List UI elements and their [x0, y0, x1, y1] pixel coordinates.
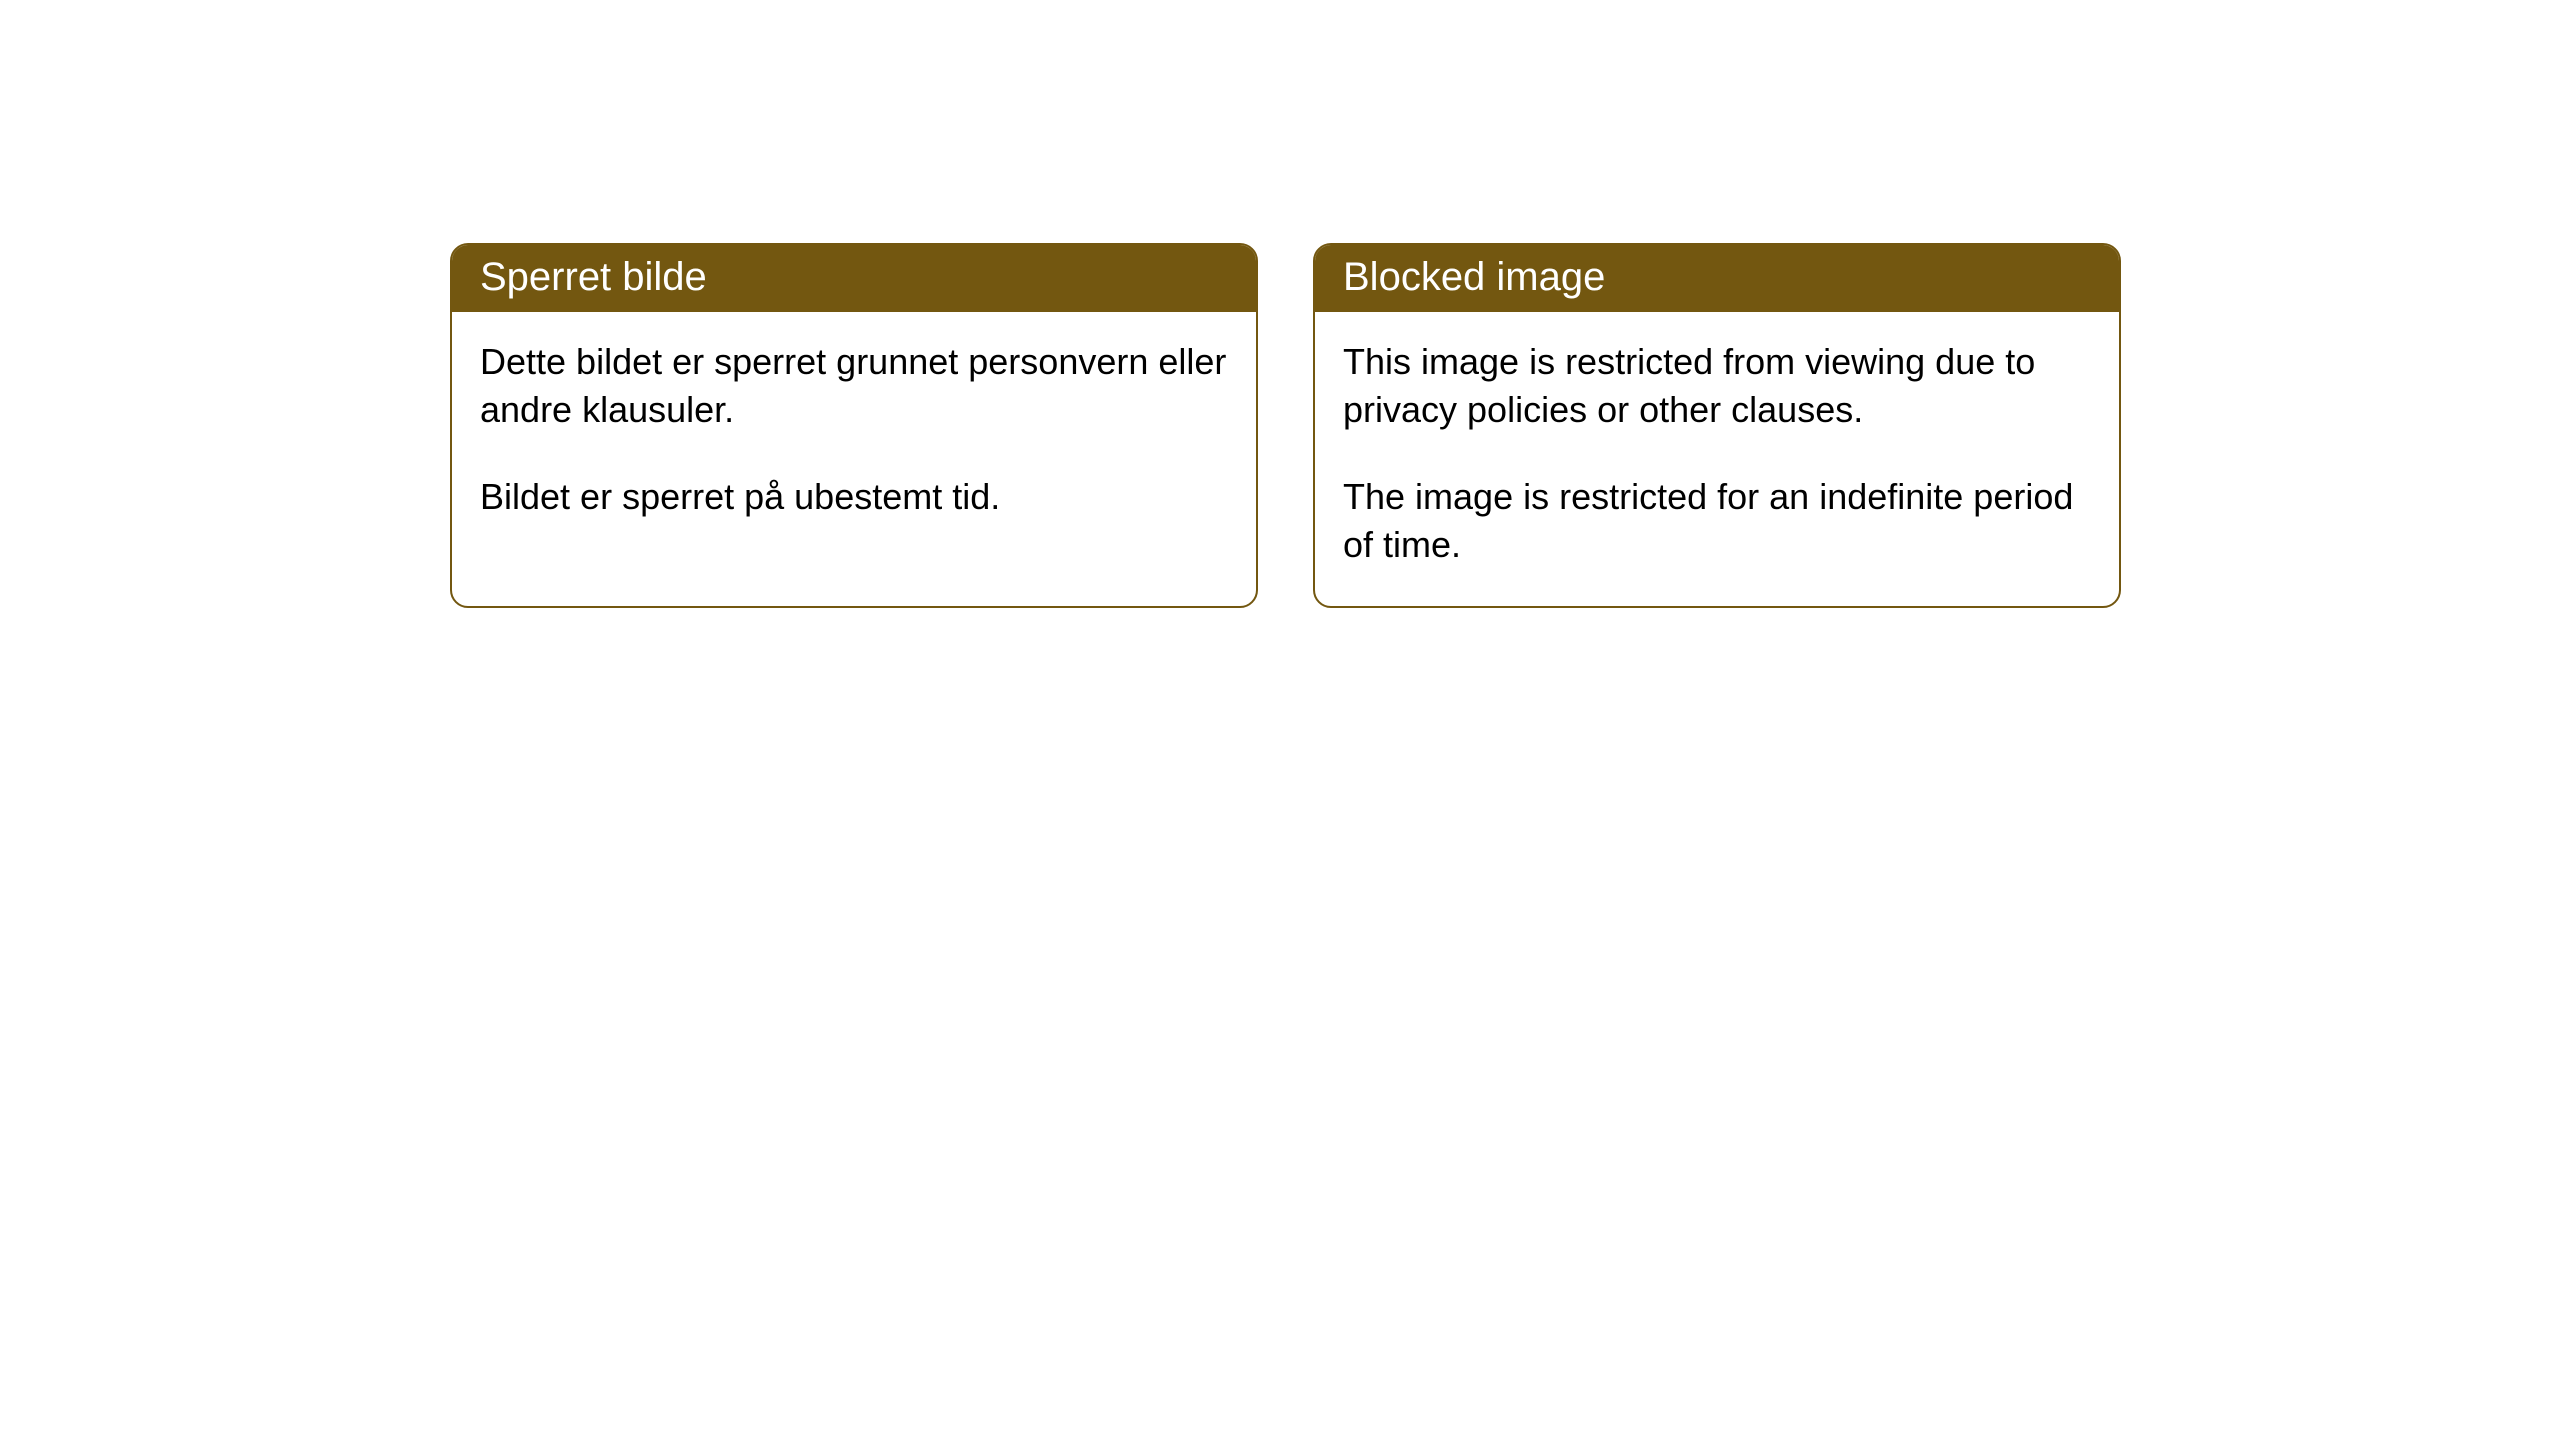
notice-cards-container: Sperret bilde Dette bildet er sperret gr… — [450, 243, 2121, 608]
card-paragraph: Dette bildet er sperret grunnet personve… — [480, 338, 1228, 433]
blocked-image-card-norwegian: Sperret bilde Dette bildet er sperret gr… — [450, 243, 1258, 608]
card-header: Blocked image — [1315, 245, 2119, 312]
card-paragraph: The image is restricted for an indefinit… — [1343, 473, 2091, 568]
card-paragraph: This image is restricted from viewing du… — [1343, 338, 2091, 433]
card-paragraph: Bildet er sperret på ubestemt tid. — [480, 473, 1228, 521]
card-title: Blocked image — [1343, 255, 1605, 299]
card-body: Dette bildet er sperret grunnet personve… — [452, 312, 1256, 559]
blocked-image-card-english: Blocked image This image is restricted f… — [1313, 243, 2121, 608]
card-header: Sperret bilde — [452, 245, 1256, 312]
card-title: Sperret bilde — [480, 255, 707, 299]
card-body: This image is restricted from viewing du… — [1315, 312, 2119, 606]
